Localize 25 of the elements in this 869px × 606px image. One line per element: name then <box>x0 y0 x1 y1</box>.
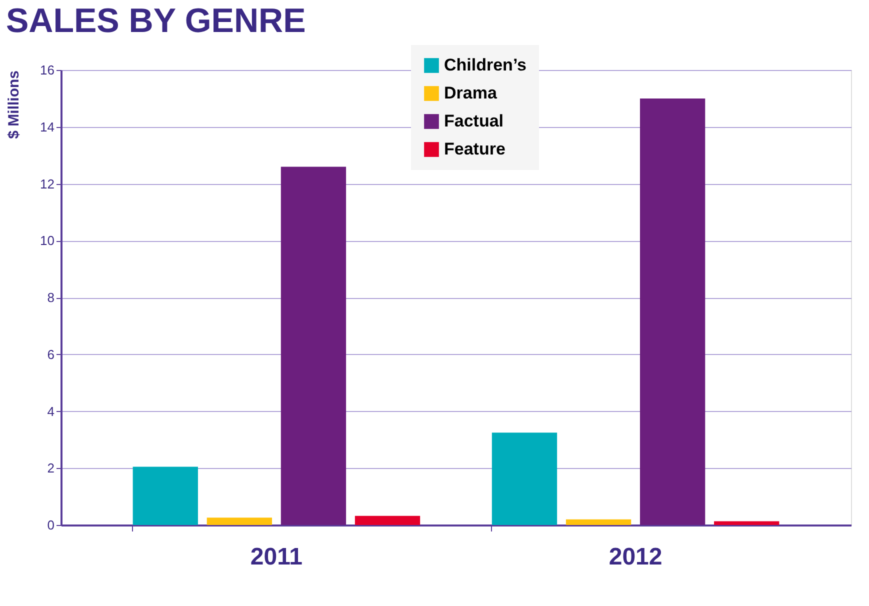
bar <box>566 519 632 525</box>
bar <box>132 466 198 525</box>
y-tick-label: 10 <box>40 233 54 248</box>
legend-label: Factual <box>444 112 504 130</box>
legend-label: Feature <box>444 140 506 158</box>
y-tick-label: 6 <box>47 346 54 362</box>
bar <box>206 518 272 525</box>
bar <box>354 516 420 525</box>
y-axis-title: $ Millions <box>6 70 22 139</box>
y-tick-label: 0 <box>47 518 54 532</box>
x-tick-label: 2012 <box>608 544 662 570</box>
bar <box>640 98 706 525</box>
bar <box>280 166 346 525</box>
legend-label: Children’s <box>444 56 526 74</box>
y-tick-label: 8 <box>47 290 54 305</box>
x-tick-label: 2011 <box>250 544 302 570</box>
y-tick-label: 4 <box>47 404 54 419</box>
chart-title: SALES BY GENRE <box>6 2 306 40</box>
y-tick-label: 14 <box>40 119 54 134</box>
y-tick-label: 16 <box>40 62 54 78</box>
legend-label: Drama <box>444 84 498 102</box>
y-tick-label: 2 <box>47 460 54 476</box>
y-tick-label: 12 <box>40 176 54 192</box>
bar <box>714 521 780 525</box>
bar <box>492 432 558 525</box>
